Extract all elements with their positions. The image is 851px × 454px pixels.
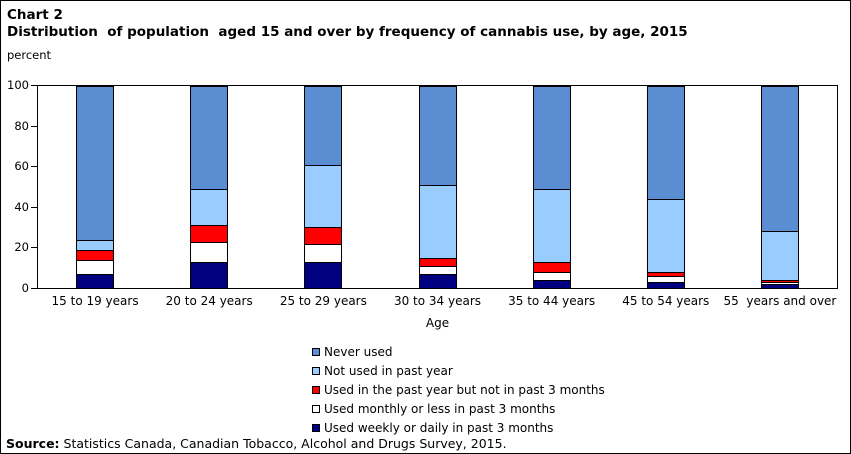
bar-segment [77, 273, 114, 288]
y-tick-mark [31, 247, 37, 249]
bar-20-to-24-years [190, 86, 229, 288]
plot-area [37, 85, 838, 289]
bar-35-to-44-years [532, 86, 571, 288]
bar-segment [419, 185, 456, 258]
x-axis-title: Age [425, 316, 450, 330]
bar-25-to-29-years [304, 86, 343, 288]
bar-segment [191, 261, 228, 288]
x-tick-label: 20 to 24 years [165, 294, 253, 308]
source-prefix: Source: [6, 436, 60, 451]
y-axis-unit-label: percent [7, 48, 52, 62]
bar-segment [761, 86, 798, 232]
legend-item: Used monthly or less in past 3 months [312, 399, 605, 418]
y-tick-label: 40 [14, 199, 29, 214]
legend-swatch [312, 423, 320, 432]
bar-segment [77, 239, 114, 250]
legend-swatch [312, 385, 320, 394]
y-tick-mark [31, 206, 37, 208]
legend-swatch [312, 347, 320, 356]
x-tick-label: 30 to 34 years [393, 294, 482, 308]
bar-segment [533, 279, 570, 288]
y-tick-label: 80 [14, 118, 29, 133]
y-tick-mark [31, 288, 37, 289]
bar-segment [533, 189, 570, 262]
y-tick-mark [31, 166, 37, 168]
bar-segment [191, 225, 228, 242]
bar-segment [761, 279, 798, 282]
bar-segment [533, 271, 570, 280]
bar-segment [305, 86, 342, 165]
bar-segment [647, 275, 684, 282]
bar-segment [77, 259, 114, 274]
bar-segment [647, 281, 684, 288]
source-text: Statistics Canada, Canadian Tobacco, Alc… [59, 436, 507, 451]
bar-55-years-and-over [760, 86, 799, 288]
bar-segment [647, 199, 684, 272]
bar-segment [305, 243, 342, 262]
y-tick-mark [31, 85, 37, 86]
bar-segment [419, 265, 456, 274]
bar-segment [419, 257, 456, 266]
y-tick-label: 0 [21, 281, 29, 295]
bar-segment [419, 273, 456, 288]
bar-segment [191, 86, 228, 190]
bar-segment [191, 241, 228, 262]
y-tick-label: 20 [14, 240, 29, 255]
legend-swatch [312, 366, 320, 375]
legend-label: Never used [324, 344, 393, 359]
x-tick-label: 35 to 44 years [508, 294, 596, 308]
legend-item: Never used [312, 342, 605, 361]
y-tick-mark [31, 125, 37, 127]
legend-swatch [312, 404, 320, 413]
bar-segment [77, 249, 114, 260]
bar-15-to-19-years [76, 86, 115, 288]
y-tick-label: 60 [14, 159, 29, 174]
chart-number: Chart 2 [7, 7, 63, 23]
legend-label: Used in the past year but not in past 3 … [324, 382, 605, 397]
chart-header: Chart 2 Distribution of population aged … [7, 7, 688, 41]
x-tick-label: 55 years and over [723, 294, 837, 308]
legend-label: Used monthly or less in past 3 months [324, 401, 556, 416]
x-tick-label: 25 to 29 years [279, 294, 367, 308]
bar-30-to-34-years [418, 86, 457, 288]
bar-segment [77, 86, 114, 240]
legend-item: Used weekly or daily in past 3 months [312, 418, 605, 437]
y-tick-label: 100 [7, 78, 29, 92]
bar-segment [647, 86, 684, 200]
x-tick-label: 45 to 54 years [622, 294, 710, 308]
bar-segment [191, 189, 228, 226]
bar-segment [761, 281, 798, 284]
legend-item: Used in the past year but not in past 3 … [312, 380, 605, 399]
legend-label: Used weekly or daily in past 3 months [324, 420, 554, 435]
bar-segment [305, 261, 342, 288]
bar-segment [761, 283, 798, 288]
bar-segment [305, 227, 342, 244]
legend: Never used Not used in past year Used in t… [312, 342, 605, 437]
bar-segment [305, 164, 342, 228]
bar-segment [647, 271, 684, 276]
source-note: Source: Statistics Canada, Canadian Toba… [6, 436, 507, 451]
bar-segment [761, 231, 798, 280]
x-tick-label: 15 to 19 years [51, 294, 139, 308]
bar-45-to-54-years [646, 86, 685, 288]
bar-segment [533, 86, 570, 190]
legend-item: Not used in past year [312, 361, 605, 380]
bar-segment [533, 261, 570, 272]
legend-label: Not used in past year [324, 363, 453, 378]
chart-title: Distribution of population aged 15 and o… [7, 24, 688, 40]
bar-segment [419, 86, 456, 185]
